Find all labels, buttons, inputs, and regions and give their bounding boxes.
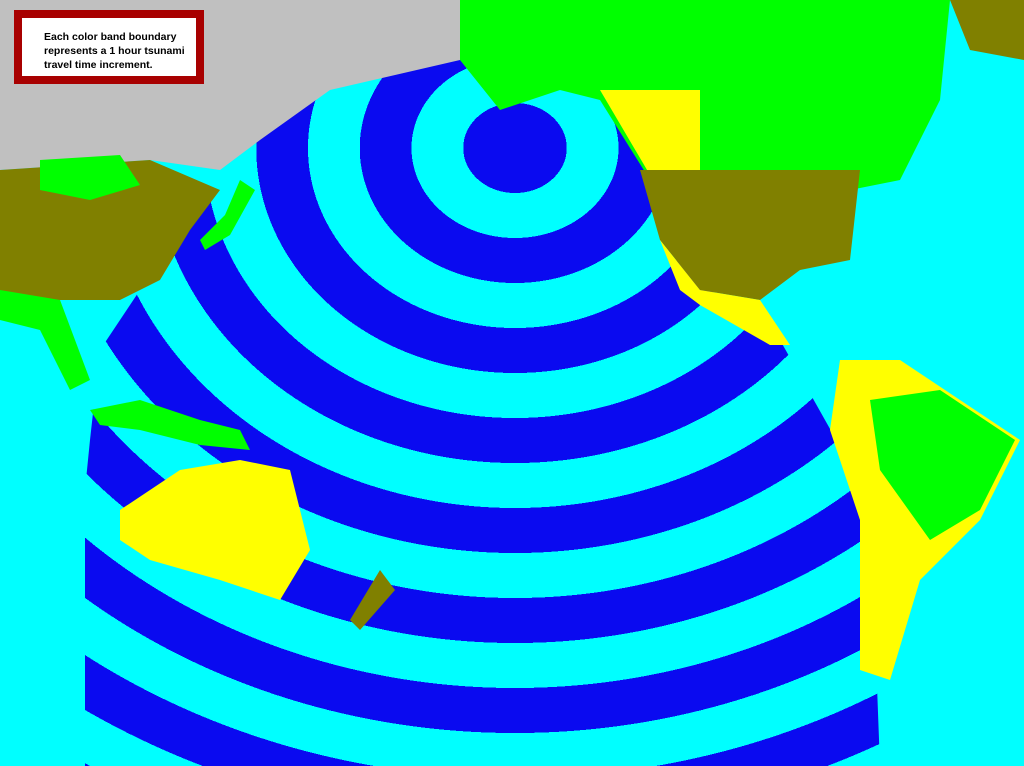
mongolia (40, 155, 140, 200)
united-states (640, 170, 860, 300)
brazil (870, 390, 1015, 540)
alaska (460, 0, 600, 110)
mexico (660, 240, 790, 345)
greenland (950, 0, 1024, 60)
legend-text: Each color band boundary represents a 1 … (44, 31, 185, 71)
china (0, 160, 220, 300)
southeast-asia (0, 290, 90, 390)
australia (120, 460, 310, 600)
new-zealand (350, 570, 395, 630)
indonesia (90, 400, 250, 450)
japan (200, 180, 255, 250)
legend-box: Each color band boundary represents a 1 … (14, 10, 204, 84)
land-masses (0, 0, 1024, 680)
canada-west (600, 90, 700, 175)
